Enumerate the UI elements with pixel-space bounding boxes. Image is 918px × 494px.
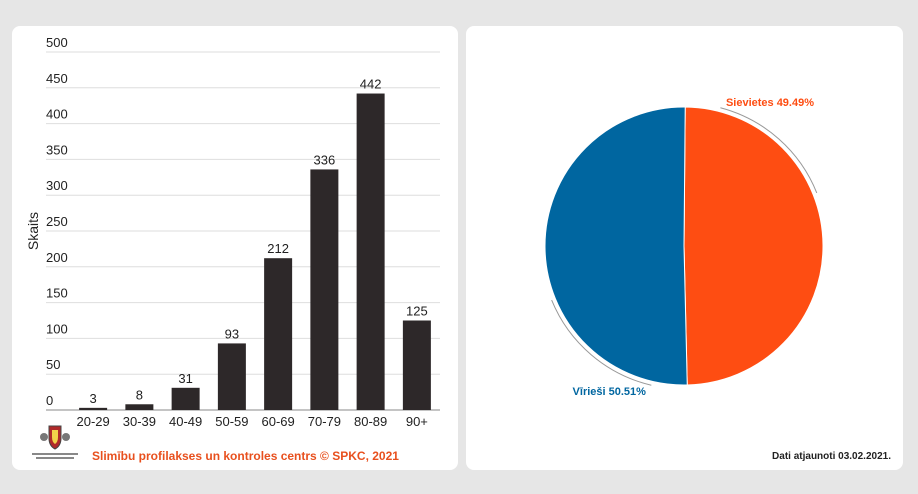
x-tick-label: 20-29 xyxy=(77,414,110,429)
x-tick-label: 50-59 xyxy=(215,414,248,429)
y-tick-label: 450 xyxy=(46,71,68,86)
x-tick-label: 40-49 xyxy=(169,414,202,429)
bar-value-label: 336 xyxy=(314,152,336,167)
footer-credit: Slimību profilakses un kontroles centrs … xyxy=(92,449,399,463)
x-tick-label: 80-89 xyxy=(354,414,387,429)
x-tick-label: 30-39 xyxy=(123,414,156,429)
y-tick-label: 100 xyxy=(46,321,68,336)
y-tick-label: 250 xyxy=(46,214,68,229)
pie-leader-line xyxy=(551,299,652,386)
y-tick-label: 50 xyxy=(46,357,60,372)
bar-value-label: 442 xyxy=(360,77,382,92)
pie-chart-panel: Sievietes 49.49% Vīrieši 50.51% Dati atja… xyxy=(466,26,903,470)
pie-slice-label: Vīrieši 50.51% xyxy=(573,386,647,398)
y-tick-label: 350 xyxy=(46,142,68,157)
bar-value-label: 93 xyxy=(225,326,239,341)
y-tick-label: 300 xyxy=(46,178,68,193)
bar-value-label: 125 xyxy=(406,304,428,319)
pie-leader-line xyxy=(720,107,818,194)
bar-chart-panel: 0 50 100 150 200 250 300 350 400 450 500 Skaits 3 20-… xyxy=(12,26,458,470)
pie-slice-label: Sievietes 49.49% xyxy=(726,97,814,109)
bar-value-label: 8 xyxy=(136,387,143,402)
y-tick-label: 500 xyxy=(46,35,68,50)
bar xyxy=(402,320,431,410)
x-tick-label: 60-69 xyxy=(262,414,295,429)
bar xyxy=(356,93,385,410)
x-tick-label: 90+ xyxy=(406,414,428,429)
y-tick-label: 400 xyxy=(46,107,68,122)
spkc-logo xyxy=(30,422,80,462)
bar xyxy=(125,404,154,410)
bar-chart: 0 50 100 150 200 250 300 350 400 450 500 Skaits 3 20-… xyxy=(25,35,440,429)
pie-slice xyxy=(683,106,824,386)
updated-note: Dati atjaunoti 03.02.2021. xyxy=(772,451,891,462)
y-tick-label: 150 xyxy=(46,286,68,301)
y-axis-label: Skaits xyxy=(25,212,41,250)
bar xyxy=(264,258,293,410)
pie-slice xyxy=(544,106,688,386)
bar xyxy=(310,169,339,410)
bar-value-label: 212 xyxy=(267,241,289,256)
pie-chart: Sievietes 49.49% Vīrieši 50.51% xyxy=(544,97,824,398)
bar xyxy=(171,387,200,410)
y-tick-label: 0 xyxy=(46,393,53,408)
bar xyxy=(79,407,108,410)
bar-value-label: 3 xyxy=(90,391,97,406)
x-tick-label: 70-79 xyxy=(308,414,341,429)
bar-value-label: 31 xyxy=(178,371,192,386)
y-tick-label: 200 xyxy=(46,250,68,265)
bar xyxy=(217,343,246,410)
